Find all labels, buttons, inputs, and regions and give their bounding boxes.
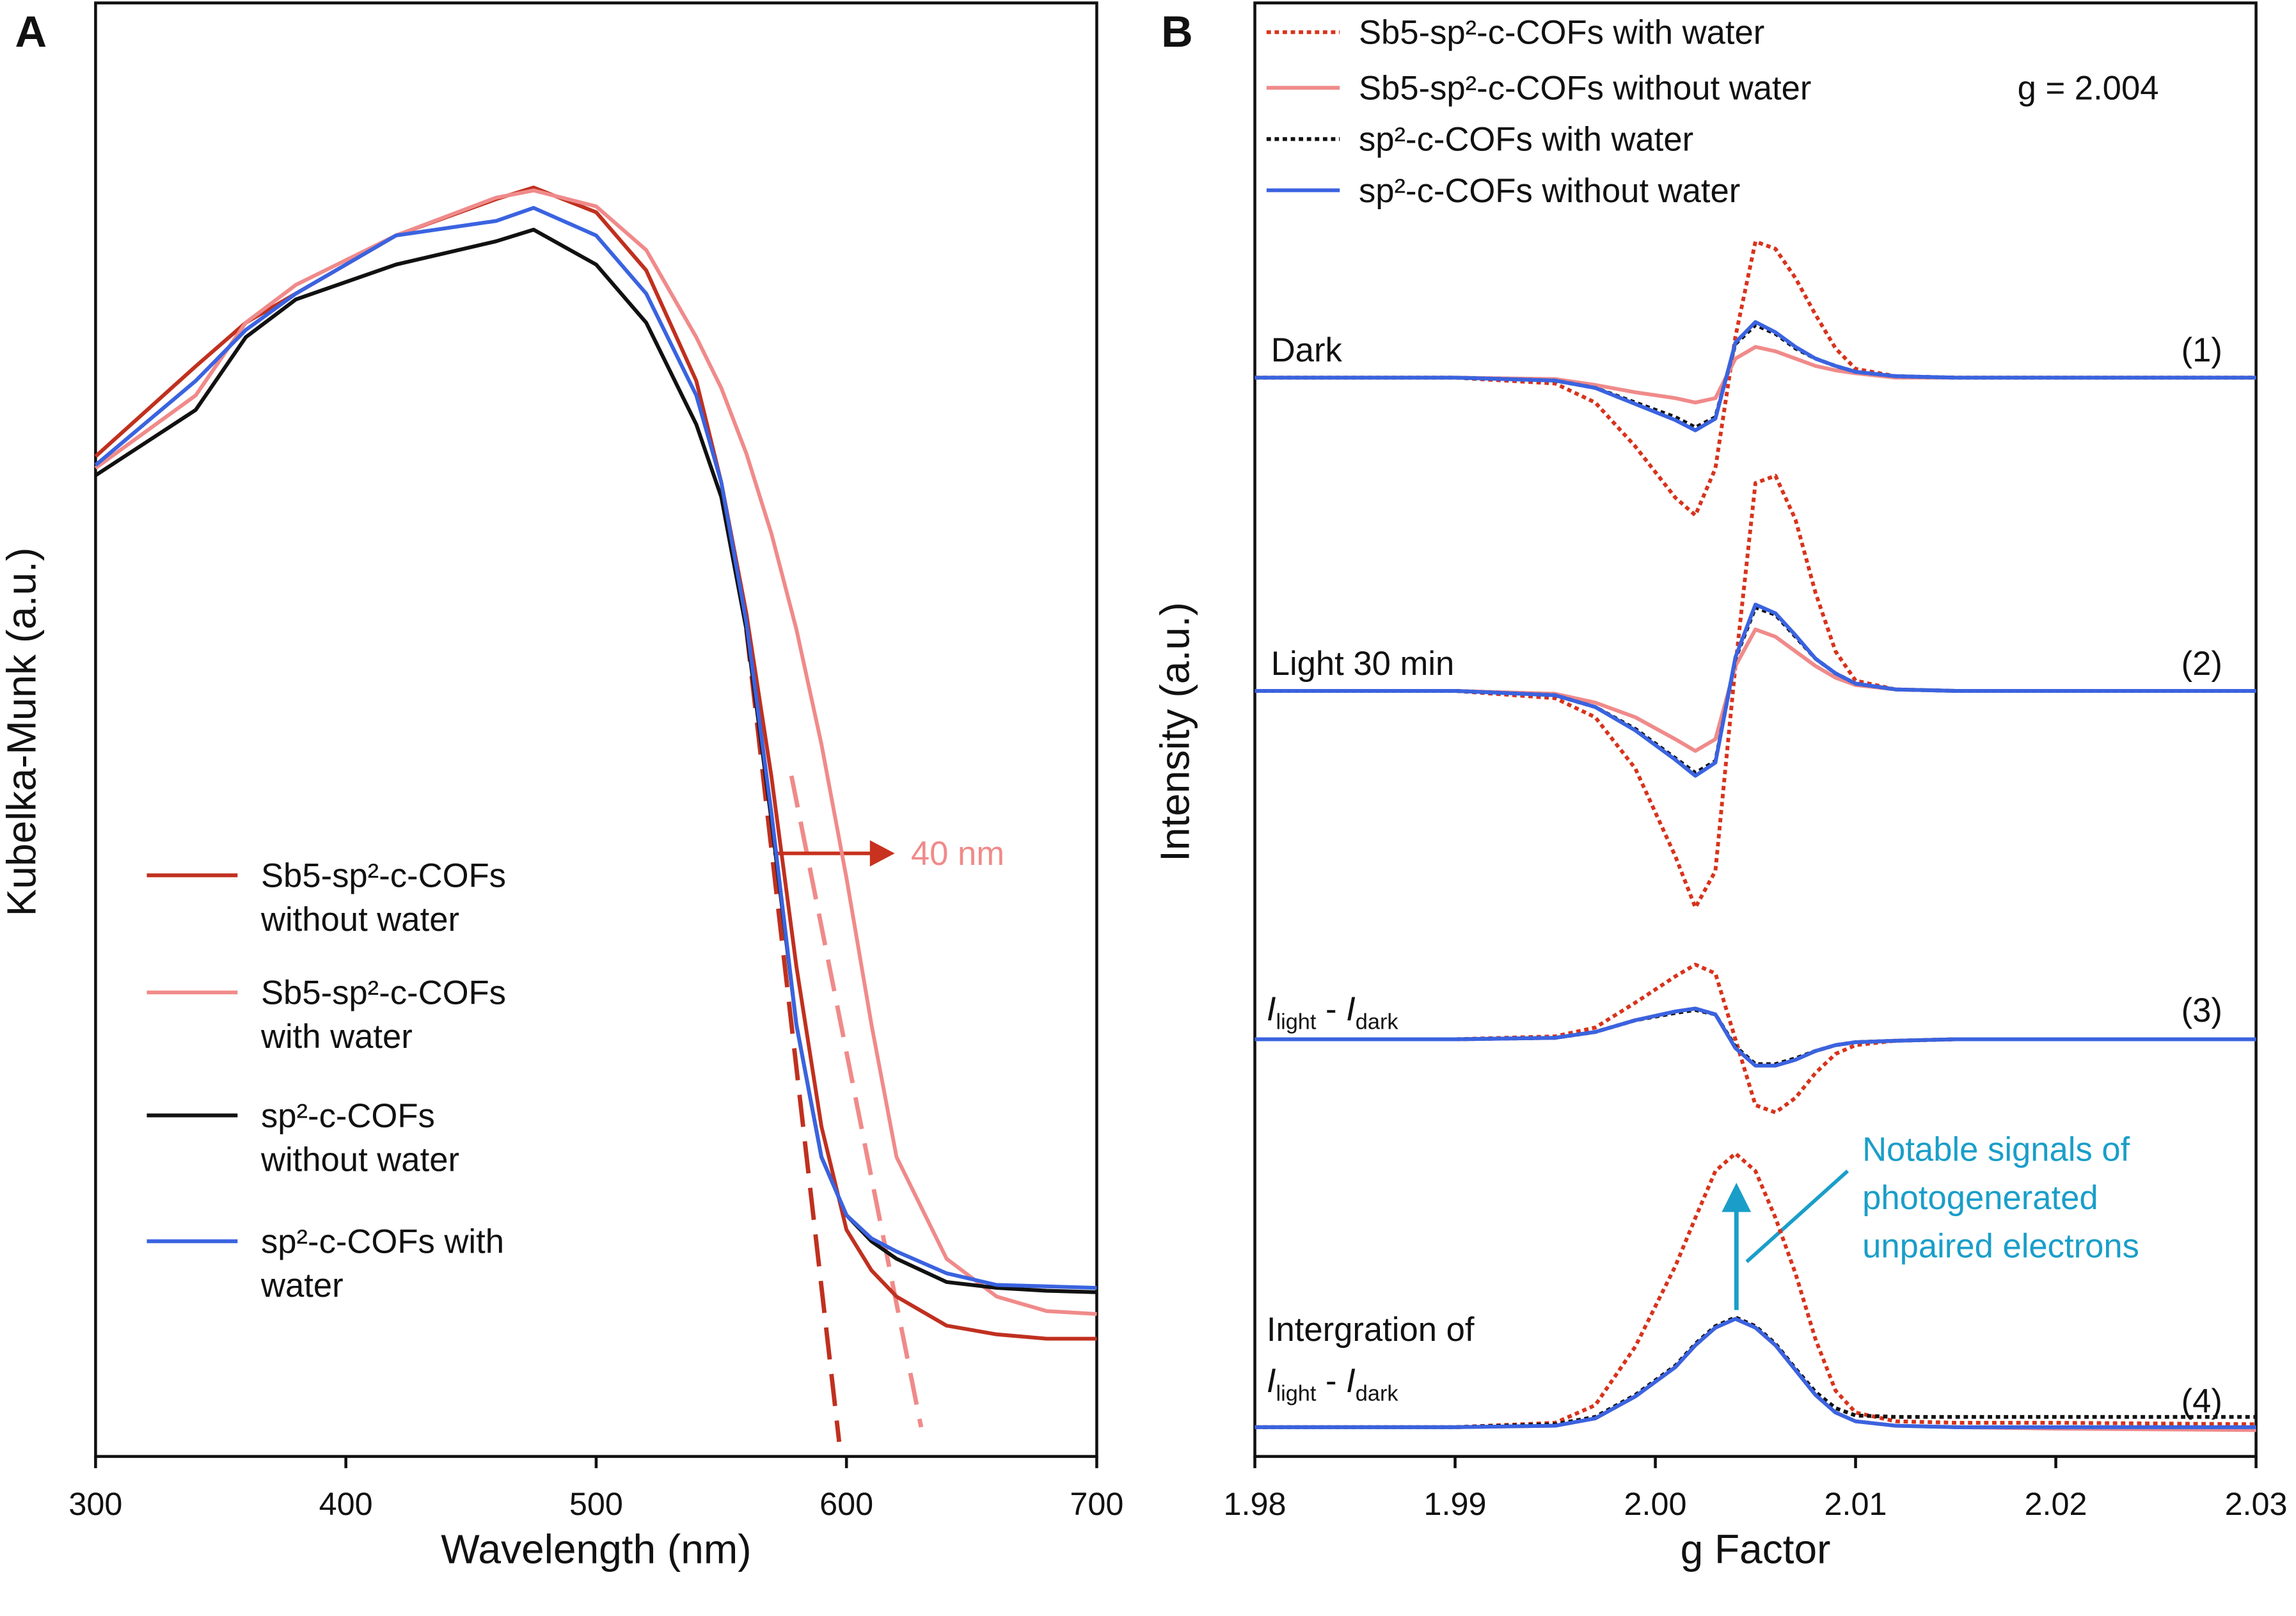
tangent-line <box>744 629 842 1443</box>
label-part: light <box>1276 1382 1316 1406</box>
label-part: light <box>1276 1010 1316 1034</box>
note: photogenerated <box>1862 1179 2098 1217</box>
series-line <box>94 205 1097 1290</box>
label-part: dark <box>1356 1382 1399 1406</box>
trace-label: Ilight - Idark <box>1267 990 1399 1034</box>
series-line <box>1255 1006 2256 1068</box>
arrow-head <box>1722 1182 1752 1212</box>
x-tick-label: 2.02 <box>2025 1485 2087 1522</box>
x-tick-label: 1.99 <box>1424 1485 1487 1522</box>
label-part: dark <box>1356 1010 1399 1034</box>
legend-label: Sb5-sp²-c-COFs with water <box>260 973 506 1056</box>
legend-text: sp²-c-COFs without water <box>260 1096 460 1178</box>
label-part: I <box>1346 1362 1356 1400</box>
trace-label: Intergration of <box>1267 1311 1475 1349</box>
tangent-line <box>789 775 924 1428</box>
note: Notable signals of <box>1862 1130 2130 1168</box>
x-tick-label: 2.03 <box>2225 1485 2288 1522</box>
series-line <box>1255 962 2256 1114</box>
series-line <box>1255 602 2256 778</box>
x-tick-label: 300 <box>68 1485 122 1522</box>
plot-frame <box>1253 1 2258 1458</box>
trace-tag: (3) <box>2181 992 2222 1029</box>
x-tick-label: 1.98 <box>1224 1485 1287 1522</box>
legend-text: sp²-c-COFs with water <box>260 1222 505 1304</box>
trace-tag: (2) <box>2181 645 2222 683</box>
x-tick-label: 400 <box>319 1485 373 1522</box>
annotation: g = 2.004 <box>2018 70 2159 107</box>
annotation: 40 nm <box>911 835 1004 873</box>
legend-label: Sb5-sp²-c-COFs with water <box>1359 14 1764 52</box>
panel-label: A <box>15 7 47 56</box>
note-pointer <box>1745 1169 1849 1263</box>
series-line <box>1255 1152 2256 1429</box>
series-line <box>1255 320 2256 432</box>
x-tick-label: 2.00 <box>1624 1485 1687 1522</box>
series-line <box>94 228 1097 1294</box>
x-tick-label: 2.01 <box>1825 1485 1887 1522</box>
x-axis-title: Wavelength (nm) <box>441 1526 751 1572</box>
note: unpaired electrons <box>1862 1227 2139 1265</box>
y-axis-title: Kubelka-Munk (a.u.) <box>0 548 45 917</box>
trace-label: Dark <box>1271 331 1343 369</box>
legend-label: sp²-c-COFs without water <box>1359 172 1740 210</box>
series-line <box>94 188 1097 1316</box>
x-tick-label: 700 <box>1070 1485 1123 1522</box>
series-line <box>1255 1317 2256 1429</box>
x-axis-title: g Factor <box>1681 1526 1831 1572</box>
arrow-head <box>869 840 895 867</box>
x-tick-label: 600 <box>819 1485 873 1522</box>
panel-label: B <box>1161 7 1193 56</box>
legend-label: sp²-c-COFs without water <box>260 1096 460 1178</box>
trace-tag: (1) <box>2181 331 2222 369</box>
label-part: - <box>1316 1362 1346 1400</box>
label-part: I <box>1267 990 1276 1028</box>
label-part: I <box>1267 1362 1276 1400</box>
trace-label: Light 30 min <box>1271 645 1455 683</box>
label-part: - <box>1316 990 1346 1028</box>
legend-label: sp²-c-COFs with water <box>1359 121 1693 159</box>
legend-text: Sb5-sp²-c-COFs without water <box>260 856 506 939</box>
legend-label: Sb5-sp²-c-COFs without water <box>1359 70 1811 107</box>
trace-label: Ilight - Idark <box>1267 1362 1399 1406</box>
legend-label: sp²-c-COFs with water <box>260 1222 505 1304</box>
series-line <box>1255 473 2256 910</box>
legend-text: Sb5-sp²-c-COFs with water <box>260 973 506 1056</box>
label-part: I <box>1346 990 1356 1028</box>
y-axis-title: Intensity (a.u.) <box>1152 602 1198 862</box>
x-tick-label: 500 <box>569 1485 623 1522</box>
trace-tag: (4) <box>2181 1382 2222 1420</box>
legend-label: Sb5-sp²-c-COFs without water <box>260 856 506 939</box>
